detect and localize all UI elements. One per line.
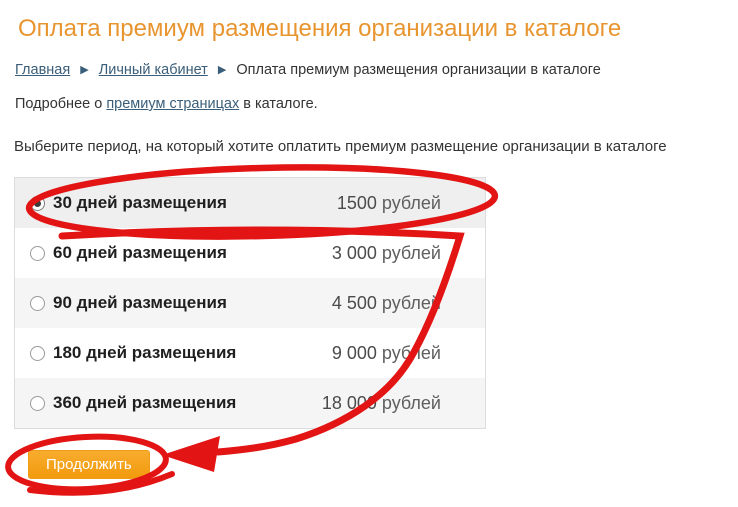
option-row-90-days[interactable]: 90 дней размещения 4 500 рублей: [15, 278, 485, 328]
breadcrumb-cabinet-link[interactable]: Личный кабинет: [98, 62, 208, 78]
page-title: Оплата премиум размещения организации в …: [18, 15, 622, 42]
info-suffix: в каталоге.: [239, 96, 318, 112]
premium-info-line: Подробнее о премиум страницах в каталоге…: [15, 95, 318, 113]
instruction-text: Выберите период, на который хотите оплат…: [14, 138, 667, 155]
breadcrumb-home-link[interactable]: Главная: [15, 62, 71, 78]
period-options-table: 30 дней размещения 1500 рублей 60 дней ра…: [14, 177, 486, 429]
info-prefix: Подробнее о: [15, 96, 107, 112]
radio-30-days[interactable]: [30, 195, 45, 211]
option-label: 60 дней размещения: [53, 243, 227, 262]
option-label: 30 дней размещения: [53, 193, 227, 212]
radio-360-days[interactable]: [30, 395, 45, 411]
option-price: 3 000 рублей: [331, 242, 441, 263]
option-label: 90 дней размещения: [53, 293, 227, 312]
option-row-180-days[interactable]: 180 дней размещения 9 000 рублей: [15, 328, 485, 378]
breadcrumb-separator-icon: ▶: [217, 64, 227, 76]
option-row-30-days[interactable]: 30 дней размещения 1500 рублей: [15, 178, 485, 228]
option-label: 180 дней размещения: [53, 343, 237, 362]
option-price: 1500 рублей: [336, 192, 441, 213]
arrowhead-icon: [162, 436, 220, 472]
radio-60-days[interactable]: [30, 245, 45, 261]
option-row-60-days[interactable]: 60 дней размещения 3 000 рублей: [15, 228, 485, 278]
option-price: 4 500 рублей: [331, 292, 441, 313]
option-label: 360 дней размещения: [53, 393, 237, 412]
breadcrumb: Главная ▶ Личный кабинет ▶ Оплата премиу…: [15, 61, 601, 80]
option-price: 18 000 рублей: [321, 392, 441, 413]
breadcrumb-separator-icon: ▶: [80, 64, 89, 76]
radio-90-days[interactable]: [30, 295, 45, 311]
breadcrumb-current-page: Оплата премиум размещения организации в …: [236, 62, 601, 78]
continue-button[interactable]: Продолжить: [28, 450, 150, 479]
option-price: 9 000 рублей: [331, 342, 441, 363]
premium-pages-link[interactable]: премиум страницах: [106, 96, 240, 112]
option-row-360-days[interactable]: 360 дней размещения 18 000 рублей: [15, 378, 485, 428]
radio-180-days[interactable]: [30, 345, 45, 361]
